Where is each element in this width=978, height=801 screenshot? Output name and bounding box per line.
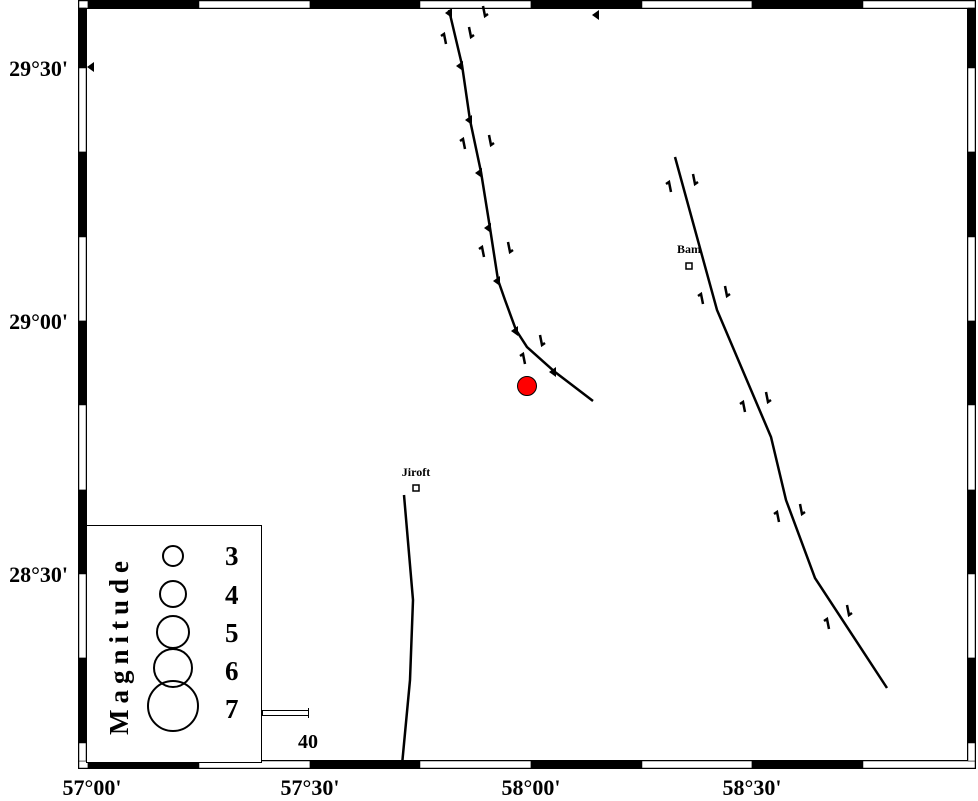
x-tick-label: 57°00' [63,775,122,800]
strike-slip-arrow-icon [845,604,853,618]
legend-label: 6 [225,656,239,686]
legend-label: 5 [225,618,239,648]
legend-label: 4 [225,580,239,610]
graticule-segment [530,0,643,9]
strike-slip-arrow-icon [440,31,448,45]
strike-slip-arrow-icon [691,173,699,187]
strike-slip-arrow-icon [798,503,806,517]
graticule-segment [967,742,976,762]
x-tick-label: 58°30' [723,775,782,800]
graticule-segment [967,7,976,69]
thrust-tooth-icon [493,276,500,286]
x-tick-label: 58°00' [502,775,561,800]
strike-slip-arrow-icon [723,285,731,299]
legend-circle [162,545,184,567]
graticule-segment [967,320,976,406]
graticule-segment [751,760,864,769]
graticule-segment [78,236,87,322]
city-marker-icon [412,484,420,492]
graticule-segment [78,404,87,491]
thrust-tooth-icon [87,62,94,72]
legend-circle [153,648,193,688]
thrust-teeth [87,8,599,377]
graticule-segment [641,0,753,9]
graticule-segment [967,236,976,322]
thrust-tooth-icon [484,223,491,233]
graticule-segment [78,7,87,69]
graticule-segment [967,573,976,659]
strike-slip-arrow-icon [459,136,467,150]
strike-slip-arrows [440,5,853,630]
graticule-segment [641,760,753,769]
graticule-segment [78,0,89,9]
legend-label: 3 [225,541,239,571]
bam-fault [673,156,889,689]
strike-slip-arrow-icon [478,244,486,258]
y-tick-label: 28°30' [9,562,68,587]
strike-slip-arrow-icon [467,26,475,40]
graticule-segment [967,67,976,153]
epicenter-marker [517,376,537,396]
graticule-segment [78,573,87,659]
graticule-bar [78,0,976,769]
graticule-segment [967,151,976,238]
strike-slip-arrow-icon [764,391,772,405]
graticule-segment [78,320,87,406]
magnitude-legend: Magnitude 3 4 5 6 7 [86,525,262,763]
y-tick-label: 29°00' [9,309,68,334]
city-bam: Bam [677,242,701,270]
graticule-segment [530,760,643,769]
legend-label: 7 [225,694,239,724]
graticule-segment [78,67,87,153]
y-tick-label: 29°30' [9,56,68,81]
graticule-segment [419,0,532,9]
strike-slip-arrow-icon [481,5,489,19]
graticule-segment [78,489,87,575]
strike-slip-arrow-icon [697,291,705,305]
legend-title: Magnitude [104,555,134,735]
strike-slip-arrow-icon [773,509,781,523]
graticule-segment [967,657,976,744]
strike-slip-arrow-icon [538,334,546,348]
graticule-segment [198,0,311,9]
graticule-segment [967,404,976,491]
graticule-segment [309,0,421,9]
thrust-tooth-icon [549,367,556,377]
city-jiroft: Jiroft [402,465,430,492]
city-marker-icon [685,262,693,270]
legend-circle [147,680,199,732]
thrust-tooth-icon [592,10,599,20]
graticule-segment [87,0,200,9]
scale-label: 40 [298,731,318,753]
thrust-tooth-icon [511,326,518,336]
graticule-segment [78,742,87,762]
city-label: Jiroft [402,465,430,479]
city-label: Bam [677,242,701,256]
strike-slip-arrow-icon [823,616,831,630]
thrust-tooth-icon [465,115,472,125]
graticule-segment [862,760,976,769]
thrust-tooth-icon [456,61,463,71]
strike-slip-arrow-icon [506,241,514,255]
graticule-segment [967,489,976,575]
graticule-segment [78,151,87,238]
strike-slip-arrow-icon [519,351,527,365]
legend-circle [159,580,187,608]
graticule-segment [78,657,87,744]
x-tick-label: 57°30' [281,775,340,800]
thrust-tooth-icon [475,168,482,178]
scale-bar: 40 [262,708,318,753]
thrust-tooth-icon [445,8,452,18]
graticule-segment [751,0,864,9]
strike-slip-arrow-icon [739,399,747,413]
graticule-segment [419,760,532,769]
strike-slip-arrow-icon [487,134,495,148]
jiroft-fault [400,494,415,766]
strike-slip-arrow-icon [665,179,673,193]
graticule-segment [862,0,976,9]
